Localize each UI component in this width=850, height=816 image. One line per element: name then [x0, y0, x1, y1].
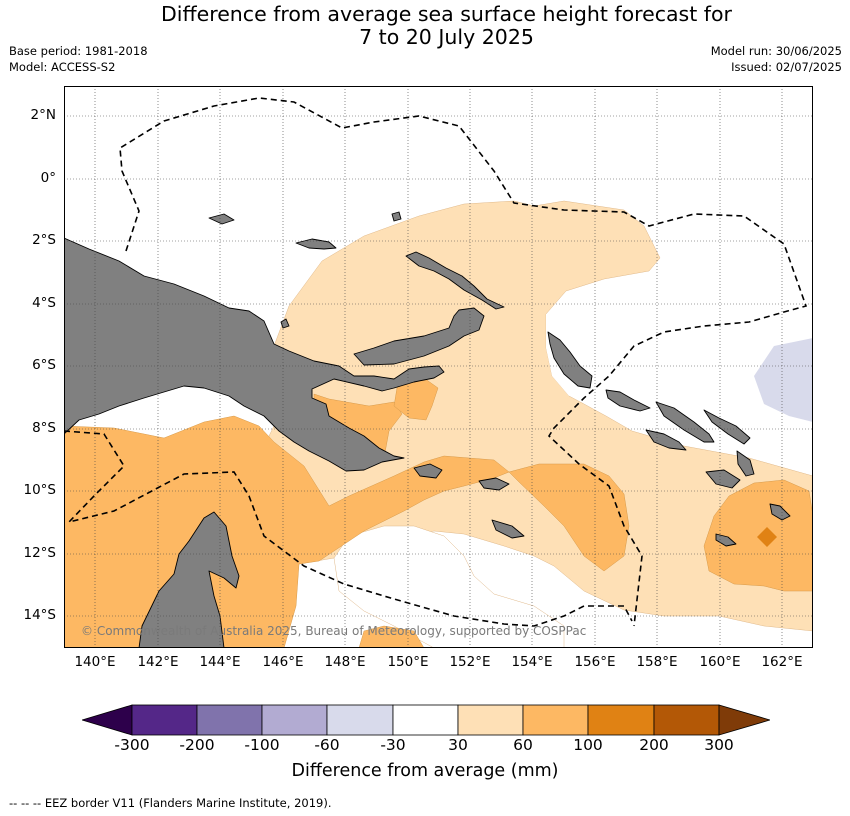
land-australia-cape-york — [138, 511, 240, 648]
land-new-britain — [353, 307, 485, 366]
lon-label-150e: 150°E — [387, 654, 429, 670]
colorbar-tick-minus100: -100 — [244, 736, 280, 754]
lon-label-160e: 160°E — [699, 654, 741, 670]
copyright-notice: © Commonwealth of Australia 2025, Bureau… — [81, 624, 587, 638]
land-small-island-2 — [391, 211, 402, 222]
land-fergusson — [413, 463, 443, 479]
colorbar-swatch-6 — [457, 704, 524, 736]
colorbar-title: Difference from average (mm) — [291, 761, 559, 781]
land-vanuatu-2 — [769, 503, 791, 521]
lat-label-2n: 2°N — [30, 107, 56, 123]
title-line-1: Difference from average sea surface heig… — [161, 2, 732, 26]
colorbar-tick-100: 100 — [573, 736, 603, 754]
land-rennell — [715, 533, 737, 547]
land-guadalcanal — [645, 429, 687, 451]
model-name: Model: ACCESS-S2 — [9, 60, 116, 74]
colorbar-tick-200: 200 — [639, 736, 669, 754]
colorbar-tick-30: 30 — [448, 736, 468, 754]
land-choiseul — [605, 389, 651, 412]
eez-png — [119, 97, 808, 627]
lon-label-146e: 146°E — [262, 654, 304, 670]
colorbar-tick-minus60: -60 — [314, 736, 340, 754]
issued-date: Issued: 02/07/2025 — [731, 60, 842, 74]
lat-label-6s: 6°S — [32, 357, 56, 373]
anomaly-region-100-200 — [757, 527, 777, 547]
lat-label-14s: 14°S — [23, 607, 57, 623]
land-small-island-1 — [280, 318, 290, 329]
land-new-guinea — [64, 237, 445, 472]
lon-label-144e: 144°E — [199, 654, 241, 670]
colorbar-swatch-over — [718, 704, 770, 736]
lon-label-142e: 142°E — [137, 654, 179, 670]
eez-borders — [64, 97, 808, 627]
lon-label-158e: 158°E — [636, 654, 678, 670]
land-biak — [208, 213, 235, 225]
land-santa-isabel — [655, 401, 715, 443]
colorbar-swatch-1 — [131, 704, 198, 736]
map-panel — [64, 86, 813, 648]
lon-label-156e: 156°E — [574, 654, 616, 670]
lat-label-12s: 12°S — [23, 545, 57, 561]
colorbar-tick-60: 60 — [513, 736, 533, 754]
colorbar-swatch-8 — [587, 704, 655, 736]
anomaly-region-minus30 — [754, 338, 813, 422]
neutral-patch-1 — [546, 308, 604, 396]
land-woodlark — [478, 477, 510, 491]
colorbar-swatch-3 — [261, 704, 328, 736]
meta-left: Base period: 1981-2018 Model: ACCESS-S2 — [9, 43, 148, 75]
colorbar-swatch-9 — [653, 704, 720, 736]
model-run: Model run: 30/06/2025 — [710, 44, 842, 58]
lat-label-8s: 8°S — [32, 420, 56, 436]
lat-label-2s: 2°S — [32, 232, 56, 248]
lat-label-4s: 4°S — [32, 295, 56, 311]
colorbar-tick-minus200: -200 — [179, 736, 215, 754]
land-manus — [295, 238, 337, 250]
map-border — [64, 86, 813, 648]
land-makira — [736, 450, 755, 477]
lon-label-154e: 154°E — [511, 654, 553, 670]
colorbar-swatch-under — [82, 704, 133, 736]
meta-right: Model run: 30/06/2025 Issued: 02/07/2025 — [711, 43, 842, 75]
map-canvas — [64, 86, 813, 648]
lon-label-152e: 152°E — [449, 654, 491, 670]
colorbar-swatch-4 — [326, 704, 394, 736]
colorbar — [82, 704, 770, 736]
colorbar-tick-300: 300 — [704, 736, 734, 754]
land-vanuatu — [705, 469, 741, 489]
anomaly-region-60-100-south — [358, 625, 425, 648]
land-malaita — [703, 409, 751, 445]
lat-label-0: 0° — [40, 170, 56, 186]
land-new-ireland — [405, 251, 505, 310]
colorbar-tick-minus300: -300 — [114, 736, 150, 754]
lat-label-10s: 10°S — [23, 482, 57, 498]
colorbar-swatch-2 — [196, 704, 263, 736]
lon-label-148e: 148°E — [324, 654, 366, 670]
colorbar-tick-minus30: -30 — [380, 736, 406, 754]
colorbar-swatch-7 — [522, 704, 589, 736]
land-bougainville — [547, 331, 593, 389]
neutral-patch-2 — [333, 525, 565, 648]
colorbar-swatch-5 — [392, 704, 459, 736]
lon-label-140e: 140°E — [74, 654, 116, 670]
land-masses — [64, 211, 791, 648]
title-line-2: 7 to 20 July 2025 — [359, 25, 534, 49]
lon-label-162e: 162°E — [761, 654, 803, 670]
chart-title: Difference from average sea surface heig… — [0, 3, 850, 49]
land-louisiade — [491, 519, 525, 539]
graticule — [64, 86, 813, 648]
base-period: Base period: 1981-2018 — [9, 44, 148, 58]
eez-legend: -- -- -- EEZ border V11 (Flanders Marine… — [9, 796, 332, 810]
